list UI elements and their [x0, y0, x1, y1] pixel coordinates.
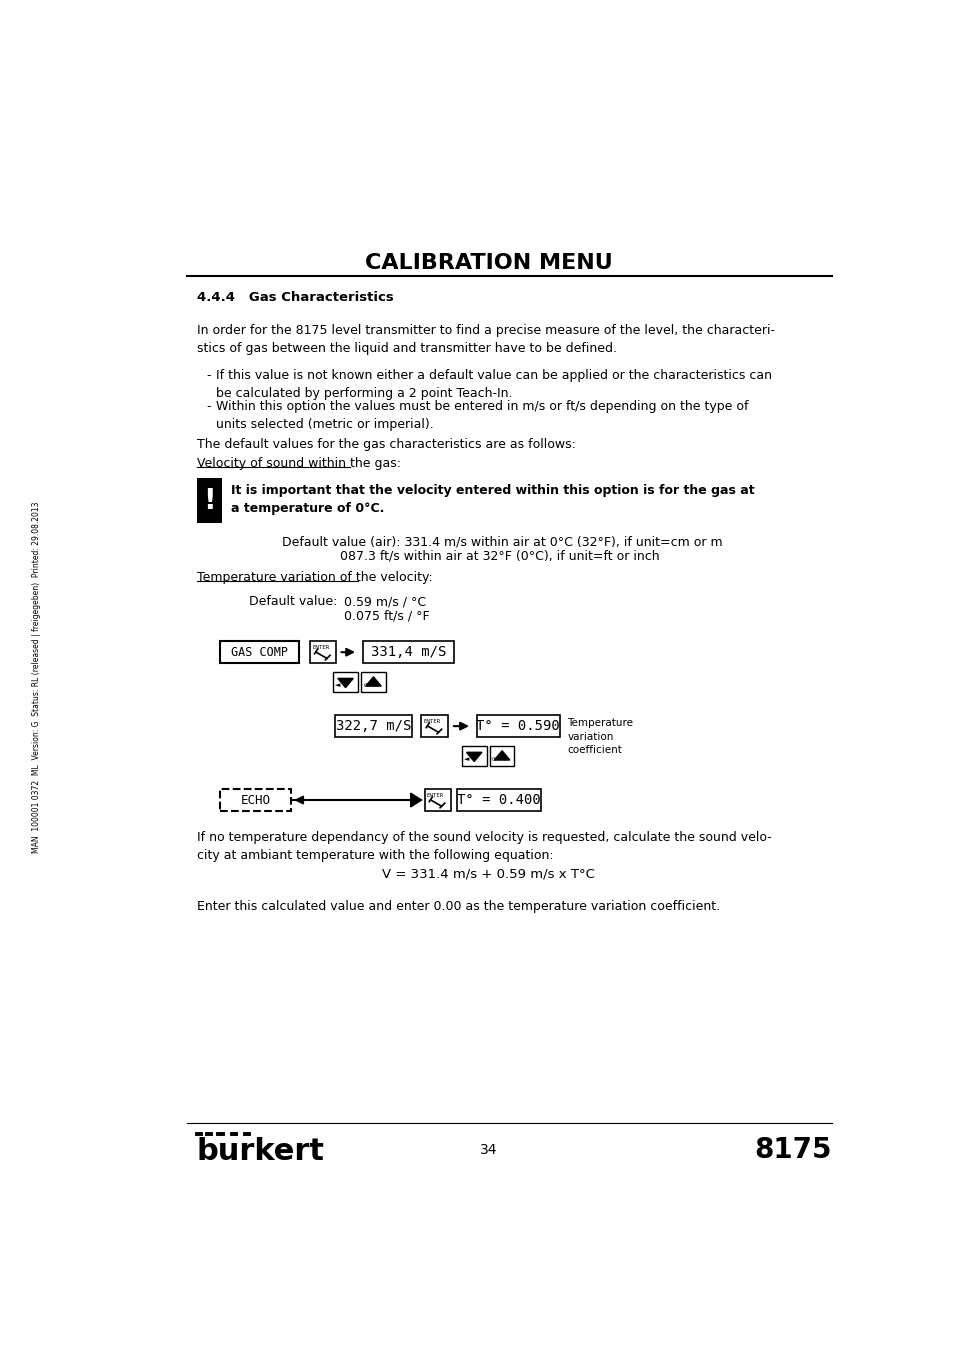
Text: ENTER: ENTER	[312, 646, 329, 650]
Polygon shape	[494, 750, 509, 760]
Text: Default value (air): 331.4 m/s within air at 0°C (32°F), if unit=cm or m: Default value (air): 331.4 m/s within ai…	[282, 536, 721, 548]
Text: Default value:: Default value:	[249, 596, 337, 608]
Text: 0.075 ft/s / °F: 0.075 ft/s / °F	[344, 609, 429, 621]
FancyBboxPatch shape	[196, 478, 221, 523]
Text: MAN  100001 0372  ML  Version: G  Status: RL (released | freigegeben)  Printed: : MAN 100001 0372 ML Version: G Status: RL…	[32, 501, 41, 853]
Text: !: !	[203, 486, 215, 515]
Text: Within this option the values must be entered in m/s or ft/s depending on the ty: Within this option the values must be en…	[216, 399, 748, 431]
Text: 4.4.4   Gas Characteristics: 4.4.4 Gas Characteristics	[196, 291, 393, 303]
Text: burkert: burkert	[196, 1137, 324, 1166]
FancyBboxPatch shape	[360, 672, 385, 692]
Polygon shape	[337, 678, 353, 688]
Text: T° = 0.400: T° = 0.400	[456, 793, 540, 807]
Text: It is important that the velocity entered within this option is for the gas at
a: It is important that the velocity entere…	[231, 485, 754, 516]
Text: -: -	[207, 399, 212, 413]
FancyBboxPatch shape	[456, 789, 540, 811]
Text: Enter this calculated value and enter 0.00 as the temperature variation coeffici: Enter this calculated value and enter 0.…	[196, 900, 720, 913]
Text: Temperature variation of the velocity:: Temperature variation of the velocity:	[196, 570, 432, 584]
Text: V = 331.4 m/s + 0.59 m/s x T°C: V = 331.4 m/s + 0.59 m/s x T°C	[382, 868, 595, 881]
FancyBboxPatch shape	[310, 642, 335, 663]
Text: T° = 0.590: T° = 0.590	[476, 719, 559, 733]
Text: ENTER: ENTER	[423, 719, 440, 724]
FancyBboxPatch shape	[461, 746, 486, 766]
Polygon shape	[410, 793, 421, 807]
Text: ◄: ◄	[464, 757, 469, 762]
FancyBboxPatch shape	[220, 642, 298, 663]
Text: 0.59 m/s / °C: 0.59 m/s / °C	[344, 596, 426, 608]
Text: ENTER: ENTER	[427, 793, 444, 798]
FancyBboxPatch shape	[476, 715, 559, 737]
FancyBboxPatch shape	[421, 715, 447, 737]
Polygon shape	[365, 677, 381, 686]
Text: ECHO: ECHO	[240, 793, 271, 807]
Text: 087.3 ft/s within air at 32°F (0°C), if unit=ft or inch: 087.3 ft/s within air at 32°F (0°C), if …	[340, 550, 659, 563]
FancyBboxPatch shape	[489, 746, 514, 766]
Text: Temperature
variation
coefficient: Temperature variation coefficient	[567, 719, 633, 754]
Text: 0.....9: 0.....9	[492, 757, 507, 762]
Text: 0.....9: 0.....9	[363, 684, 378, 688]
Text: 322,7 m/S: 322,7 m/S	[335, 719, 411, 733]
Text: 34: 34	[479, 1143, 497, 1156]
Text: In order for the 8175 level transmitter to find a precise measure of the level, : In order for the 8175 level transmitter …	[196, 324, 774, 355]
Text: GAS COMP: GAS COMP	[231, 646, 288, 658]
Polygon shape	[466, 753, 481, 761]
Text: CALIBRATION MENU: CALIBRATION MENU	[365, 253, 612, 272]
Text: If no temperature dependancy of the sound velocity is requested, calculate the s: If no temperature dependancy of the soun…	[196, 831, 771, 862]
Text: If this value is not known either a default value can be applied or the characte: If this value is not known either a defa…	[216, 368, 771, 399]
Text: Velocity of sound within the gas:: Velocity of sound within the gas:	[196, 458, 400, 470]
FancyBboxPatch shape	[220, 789, 291, 811]
FancyBboxPatch shape	[424, 789, 451, 811]
Text: 8175: 8175	[754, 1136, 831, 1163]
Text: ◄: ◄	[335, 682, 340, 688]
Text: 331,4 m/S: 331,4 m/S	[371, 646, 446, 659]
Text: The default values for the gas characteristics are as follows:: The default values for the gas character…	[196, 439, 575, 451]
Text: -: -	[207, 368, 212, 382]
FancyBboxPatch shape	[333, 672, 357, 692]
FancyBboxPatch shape	[362, 642, 454, 663]
FancyBboxPatch shape	[335, 715, 412, 737]
